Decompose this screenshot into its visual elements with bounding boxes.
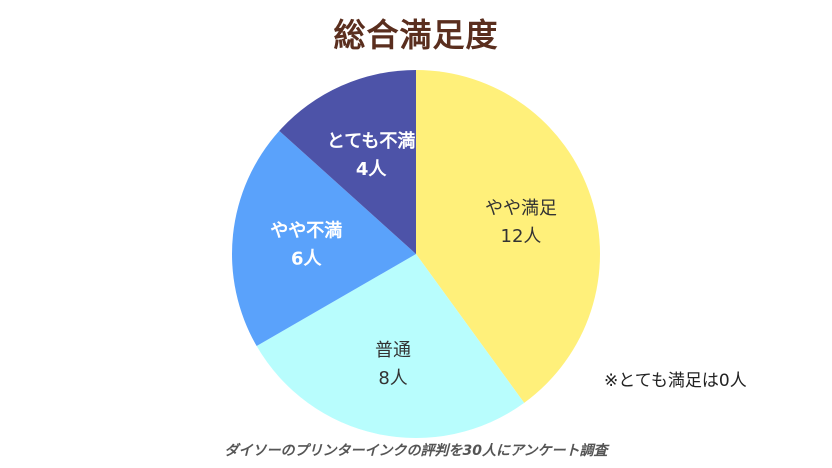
slice-label-4: とても不満: [327, 130, 416, 152]
pie-slice-3: [232, 130, 416, 346]
slice-label-2: 普通: [375, 340, 411, 361]
pie-slice-1: [416, 70, 600, 403]
chart-title: 総合満足度: [333, 16, 499, 54]
slice-value-4: 4人: [356, 159, 388, 180]
slice-value-2: 8人: [378, 368, 407, 389]
pie-slice-2: [256, 254, 525, 438]
pie-slices: [232, 70, 600, 438]
slice-label-3: やや不満: [270, 219, 342, 241]
slice-value-1: 12人: [501, 226, 542, 247]
pie-slice-4: [279, 70, 416, 254]
slice-label-1: やや満足: [485, 198, 557, 219]
footnote: ※とても満足は0人: [604, 371, 747, 391]
slice-value-3: 6人: [291, 248, 323, 269]
chart-caption: ダイソーのプリンターインクの評判を30人にアンケート調査: [224, 443, 608, 459]
